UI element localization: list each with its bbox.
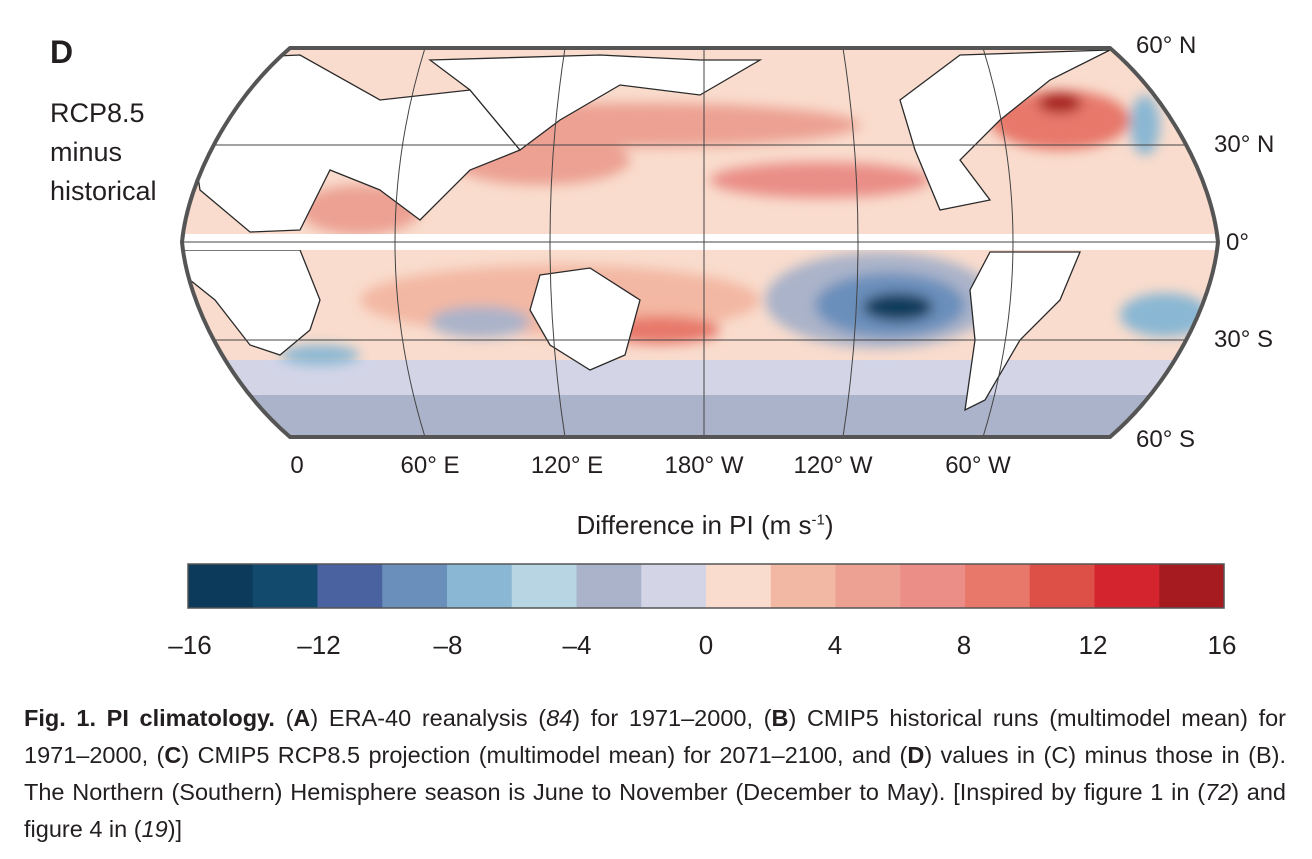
north-america bbox=[899, 49, 1111, 211]
colorbar-tick: 16 bbox=[1207, 630, 1237, 660]
colorbar-swatch bbox=[1094, 564, 1160, 608]
lon-label-180w: 180° W bbox=[664, 452, 744, 479]
agulhas-cool bbox=[280, 345, 360, 365]
colorbar-tick: 12 bbox=[1078, 630, 1108, 660]
caption-panel-d: D bbox=[907, 742, 925, 768]
colorbar-swatch bbox=[706, 564, 772, 608]
panel-letter: D bbox=[50, 34, 74, 70]
map-frame bbox=[179, 46, 1221, 439]
australia bbox=[529, 267, 641, 371]
lat-label-0: 0° bbox=[1226, 229, 1249, 256]
subtitle-line-3: historical bbox=[50, 176, 157, 206]
colorbar-frame bbox=[187, 563, 1225, 609]
colorbar-tick: –4 bbox=[562, 630, 592, 660]
colorbar-swatch bbox=[447, 564, 513, 608]
lat-label-60s: 60° S bbox=[1136, 426, 1195, 453]
lon-label-120w: 120° W bbox=[793, 452, 873, 479]
caption-text: ) ERA-40 reanalysis ( bbox=[310, 705, 547, 731]
caption-text: ) values in (C) minus those in (B). The … bbox=[24, 742, 1286, 805]
africa-south bbox=[182, 249, 321, 356]
colorbar-swatch bbox=[965, 564, 1031, 608]
caption-ref: 72 bbox=[1205, 779, 1232, 805]
se-pacific-cool-core bbox=[863, 293, 933, 321]
continents bbox=[182, 49, 1111, 412]
lon-label-120e: 120° E bbox=[530, 452, 604, 479]
caption-panel-c: C bbox=[164, 742, 182, 768]
caption-text: ) for 1971–2000, ( bbox=[572, 705, 772, 731]
subtitle-line-2: minus bbox=[50, 137, 123, 167]
pi-difference-map bbox=[179, 46, 1221, 439]
lat-label-30s: 30° S bbox=[1214, 326, 1273, 353]
colorbar-title-sup: -1 bbox=[811, 511, 825, 529]
colorbar-swatch bbox=[770, 564, 836, 608]
meridian-60w bbox=[982, 48, 1014, 437]
colorbar-swatch bbox=[252, 564, 318, 608]
panel-subtitle: RCP8.5 minus historical bbox=[50, 94, 190, 211]
colorbar-tick: –16 bbox=[168, 630, 212, 660]
south-indian-cool bbox=[430, 306, 530, 338]
colorbar-title-main: Difference in PI (m s bbox=[576, 510, 812, 540]
caption-text: ( bbox=[274, 705, 294, 731]
meridian-60e bbox=[394, 48, 426, 437]
caption-panel-a: A bbox=[293, 705, 311, 731]
colorbar-swatch bbox=[1159, 564, 1225, 608]
colorbar-swatch bbox=[1029, 564, 1095, 608]
graticule bbox=[182, 48, 1218, 437]
southern-ocean-cooler-band bbox=[182, 395, 1218, 437]
figure-caption: Fig. 1. PI climatology. (A) ERA-40 reana… bbox=[24, 700, 1286, 848]
north-atlantic-warm bbox=[990, 90, 1130, 150]
caption-panel-b: B bbox=[771, 705, 789, 731]
lat-label-60n: 60° N bbox=[1136, 32, 1197, 59]
colorbar-tick: 0 bbox=[698, 630, 714, 660]
lat-label-30n: 30° N bbox=[1214, 131, 1275, 158]
eurasia-west-africa-north bbox=[182, 54, 522, 233]
colorbar-swatch bbox=[576, 564, 642, 608]
lon-label-60w: 60° W bbox=[945, 452, 1011, 479]
meridian-120e bbox=[549, 48, 566, 437]
caption-text: ) CMIP5 historical runs (multimodel mean… bbox=[24, 705, 1286, 768]
colorbar-title-end: ) bbox=[824, 510, 834, 540]
south-america bbox=[964, 251, 1081, 412]
colorbar-swatch bbox=[641, 564, 707, 608]
caption-fig-label: Fig. 1. PI climatology. bbox=[24, 705, 275, 731]
labrador-sea-cool bbox=[1130, 95, 1160, 155]
caption-ref: 84 bbox=[546, 705, 573, 731]
south-atlantic-cool bbox=[1120, 293, 1210, 337]
colorbar-title: Difference in PI (m s-1) bbox=[0, 510, 1312, 541]
colorbar-tick: 4 bbox=[827, 630, 843, 660]
lon-label-0: 0 bbox=[290, 452, 304, 479]
colorbar-swatch bbox=[900, 564, 966, 608]
colorbar-swatch bbox=[382, 564, 448, 608]
colorbar-swatch bbox=[188, 564, 254, 608]
subtitle-line-1: RCP8.5 bbox=[50, 98, 145, 128]
lon-label-60e: 60° E bbox=[400, 452, 460, 479]
colorbar-swatch bbox=[835, 564, 901, 608]
meridian-120w bbox=[842, 48, 859, 437]
colorbar-swatch bbox=[511, 564, 577, 608]
asia-north bbox=[428, 54, 763, 151]
caption-text: ) and figure 4 in ( bbox=[24, 779, 1286, 842]
colorbar-tick: 8 bbox=[956, 630, 972, 660]
colorbar-swatch bbox=[317, 564, 383, 608]
north-pacific-warm-core bbox=[710, 162, 930, 198]
caption-text: ) CMIP5 RCP8.5 projection (multimodel me… bbox=[181, 742, 908, 768]
colorbar-tick: –8 bbox=[433, 630, 463, 660]
caption-ref: 19 bbox=[141, 816, 168, 842]
colorbar-tick: –12 bbox=[297, 630, 341, 660]
colorbar bbox=[187, 563, 1225, 609]
north-atlantic-peak bbox=[1038, 93, 1082, 113]
caption-text: )] bbox=[167, 816, 183, 842]
